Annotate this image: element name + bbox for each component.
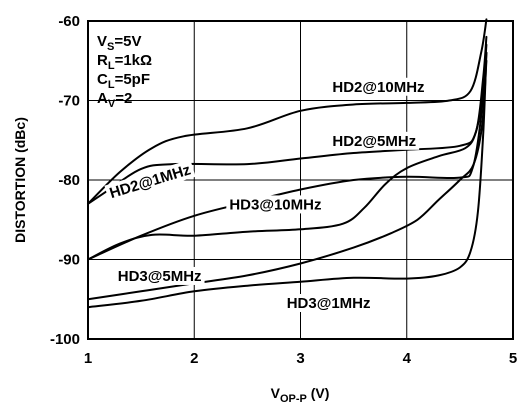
series-label-background — [283, 293, 374, 312]
series-label-background — [114, 266, 205, 285]
x-tick-label-1: 1 — [84, 350, 92, 367]
series-label-hd3-at-5mhz: HD3@5MHz — [114, 266, 205, 285]
condition-line-1: VS=5V — [97, 33, 141, 53]
y-tick-label--70: -70 — [58, 93, 80, 110]
x-tick-label-2: 2 — [190, 350, 198, 367]
series-label-text: HD2@10MHz — [332, 79, 424, 96]
y-tick-label--80: -80 — [58, 172, 80, 189]
series-label-text: HD3@10MHz — [229, 196, 321, 213]
condition-value: =5V — [114, 33, 141, 50]
series-label-text: HD2@5MHz — [332, 133, 416, 150]
tick-labels: 1 2 3 4 5 -60 -70 -80 -90 -100 — [50, 13, 517, 367]
series-label-hd3-at-10mhz: HD3@10MHz — [226, 195, 325, 214]
x-tick-label-4: 4 — [403, 350, 412, 367]
series-label-background — [226, 195, 325, 214]
condition-symbol: C — [97, 71, 108, 88]
series-label-background — [329, 77, 428, 96]
y-tick-label--60: -60 — [58, 13, 80, 30]
x-tick-label-5: 5 — [509, 350, 517, 367]
condition-line-4: AV=2 — [97, 90, 132, 110]
x-tick-label-3: 3 — [296, 350, 304, 367]
series-label-text: HD3@5MHz — [118, 268, 202, 285]
condition-symbol: R — [97, 52, 108, 69]
condition-value: =5pF — [115, 71, 150, 88]
condition-line-3: CL=5pF — [97, 71, 150, 91]
condition-subscript: V — [108, 98, 116, 110]
condition-subscript: S — [107, 41, 114, 53]
series-label-hd2-at-5mhz: HD2@5MHz — [329, 131, 420, 150]
condition-value: =1kΩ — [115, 52, 152, 69]
series-label-hd3-at-1mhz: HD3@1MHz — [283, 293, 374, 312]
y-tick-label--100: -100 — [50, 331, 80, 348]
x-axis-label-main: V — [271, 385, 281, 401]
series-line-hd2-at-10mhz — [87, 18, 488, 205]
series-line-hd3-at-1mhz — [87, 51, 488, 309]
x-axis-label: VOP-P (V) — [271, 385, 330, 404]
series-label-text: HD3@1MHz — [287, 295, 371, 312]
series-line-hd2-at-1mhz — [87, 43, 488, 261]
y-axis-label: DISTORTION (dBc) — [12, 117, 28, 243]
condition-subscript: L — [108, 79, 115, 91]
plot-frame — [87, 20, 514, 340]
series-label-background — [329, 131, 420, 150]
x-axis-label-unit: (V) — [307, 385, 330, 401]
y-tick-label--90: -90 — [58, 252, 80, 269]
series-label-text: HD2@1MHz — [108, 161, 193, 202]
condition-value: =2 — [115, 90, 132, 107]
condition-subscript: L — [108, 60, 115, 72]
x-axis-label-sub: OP-P — [280, 393, 307, 404]
series-line-hd3-at-10mhz — [87, 51, 488, 261]
series-label-background — [104, 159, 196, 203]
series-label-hd2-at-10mhz: HD2@10MHz — [329, 77, 428, 96]
series-labels: HD2@10MHz HD2@5MHz HD2@1MHz HD3@10MHz HD3@5M… — [104, 77, 428, 312]
condition-line-2: RL=1kΩ — [97, 52, 152, 72]
condition-symbol: V — [97, 33, 107, 50]
condition-symbol: A — [97, 90, 108, 107]
